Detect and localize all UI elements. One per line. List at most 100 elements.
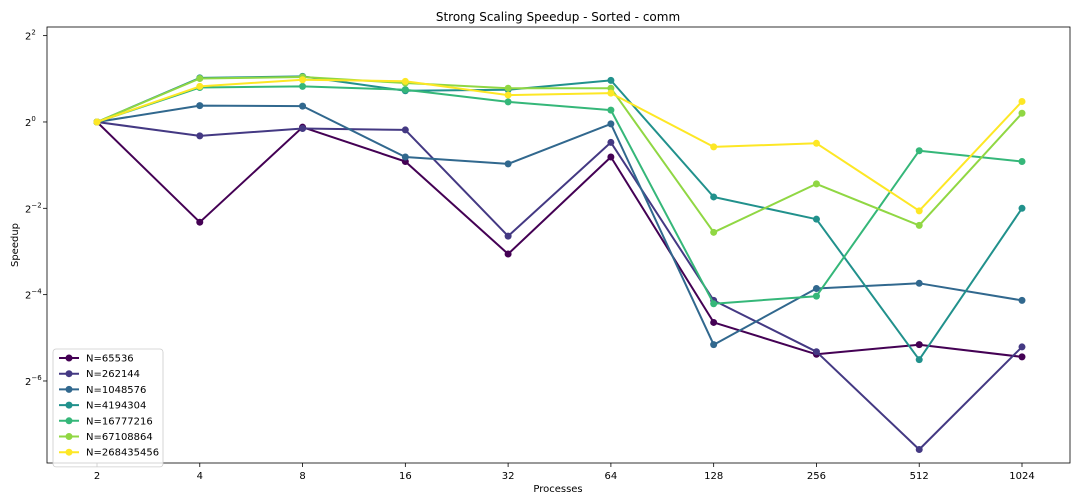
legend-item: N=268435456 — [59, 448, 159, 459]
data-point — [1018, 204, 1026, 212]
data-point — [401, 77, 409, 85]
legend-label: N=1048576 — [86, 385, 146, 396]
series-line — [96, 78, 1023, 212]
data-point — [710, 193, 718, 201]
data-point — [196, 82, 204, 90]
x-axis-ticks: 2 4 8 16 32 64 128 256 512 1024 — [94, 463, 1035, 482]
data-point — [401, 86, 409, 94]
data-point — [710, 143, 718, 151]
legend-item: N=65536 — [59, 354, 134, 365]
data-point — [401, 153, 409, 161]
data-point — [812, 215, 820, 223]
data-point — [504, 98, 512, 106]
legend-marker — [65, 448, 73, 456]
data-point — [710, 341, 718, 349]
data-point — [915, 207, 923, 215]
legend: N=65536 N=262144 N=1048576 N=4194304 N=16777… — [52, 348, 164, 468]
y-tick-label: 2−2 — [25, 201, 42, 215]
data-point — [299, 76, 307, 84]
legend-label: N=268435456 — [86, 448, 159, 459]
legend-label: N=65536 — [86, 354, 134, 365]
legend-marker — [65, 385, 73, 393]
data-point — [504, 232, 512, 240]
data-point — [1018, 353, 1026, 361]
data-point — [196, 102, 204, 110]
data-point — [1018, 97, 1026, 105]
legend-label: N=4194304 — [86, 401, 146, 412]
series-2 — [93, 102, 1026, 349]
y-tick-label: 2−6 — [25, 374, 42, 388]
y-tick-label: 20 — [25, 115, 36, 129]
x-tick-label: 512 — [910, 471, 929, 482]
data-point — [196, 132, 204, 140]
series-layer — [93, 72, 1026, 454]
data-point — [93, 118, 101, 126]
data-point — [710, 300, 718, 308]
data-point — [607, 153, 615, 161]
legend-marker — [65, 370, 73, 378]
x-tick-label: 128 — [704, 471, 723, 482]
x-tick-label: 32 — [502, 471, 515, 482]
data-point — [196, 218, 204, 226]
data-point — [504, 84, 512, 92]
data-point — [1018, 296, 1026, 304]
legend-marker — [65, 433, 73, 440]
data-point — [504, 250, 512, 258]
legend-label: N=16777216 — [86, 416, 153, 427]
legend-item: N=262144 — [59, 369, 140, 380]
x-tick-label: 256 — [807, 471, 826, 482]
data-point — [196, 74, 204, 82]
series-line — [96, 104, 1023, 346]
data-point — [1018, 158, 1026, 166]
legend-item: N=67108864 — [59, 432, 153, 443]
series-line — [96, 121, 1023, 358]
x-axis-label: Processes — [533, 484, 582, 495]
data-point — [299, 82, 307, 90]
data-point — [607, 84, 615, 92]
data-point — [504, 91, 512, 99]
data-point — [915, 279, 923, 287]
data-point — [1018, 109, 1026, 117]
x-tick-label: 2 — [94, 471, 100, 482]
data-point — [915, 341, 923, 349]
legend-marker — [65, 401, 73, 409]
data-point — [607, 120, 615, 128]
chart-title: Strong Scaling Speedup - Sorted - comm — [436, 10, 680, 24]
plot-area — [46, 26, 1071, 464]
legend-item: N=16777216 — [59, 416, 153, 427]
data-point — [299, 102, 307, 110]
legend-label: N=262144 — [86, 369, 140, 380]
legend-marker — [65, 417, 73, 425]
series-line — [96, 85, 1023, 305]
data-point — [299, 125, 307, 133]
y-axis-ticks: 22 20 2−2 2−4 2−6 — [25, 29, 47, 388]
x-tick-label: 1024 — [1009, 471, 1034, 482]
y-axis-label: Speedup — [10, 223, 21, 267]
data-point — [607, 106, 615, 114]
x-tick-label: 64 — [605, 471, 618, 482]
data-point — [812, 180, 820, 188]
data-point — [401, 126, 409, 134]
legend-item: N=4194304 — [59, 401, 146, 412]
y-tick-label: 22 — [25, 29, 36, 43]
data-point — [812, 292, 820, 300]
y-tick-label: 2−4 — [25, 288, 42, 302]
data-point — [915, 147, 923, 155]
data-point — [812, 284, 820, 292]
data-point — [710, 228, 718, 236]
data-point — [607, 76, 615, 84]
x-tick-label: 4 — [197, 471, 203, 482]
data-point — [915, 446, 923, 454]
data-point — [812, 348, 820, 356]
data-point — [812, 139, 820, 147]
legend-marker — [65, 354, 73, 362]
x-tick-label: 16 — [399, 471, 412, 482]
legend-frame — [52, 348, 164, 468]
data-point — [1018, 343, 1026, 351]
data-point — [504, 160, 512, 168]
data-point — [915, 221, 923, 229]
data-point — [607, 89, 615, 97]
series-6 — [93, 76, 1026, 215]
data-point — [710, 318, 718, 326]
